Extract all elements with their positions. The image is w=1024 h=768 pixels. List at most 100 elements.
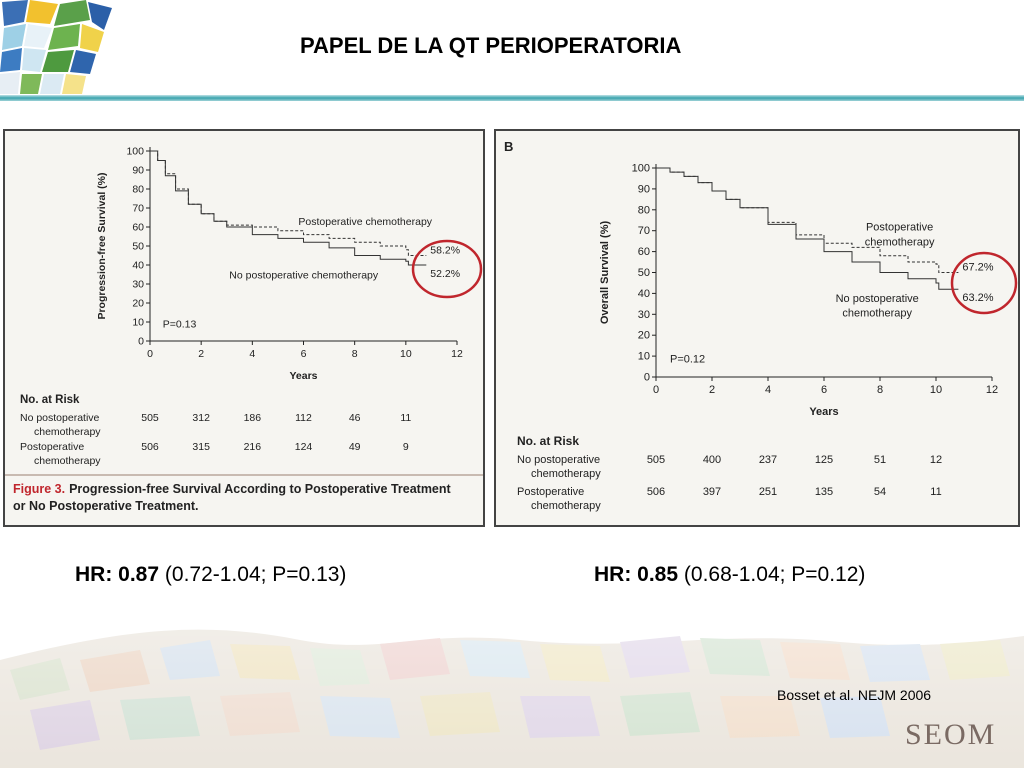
risk-table-cell: 51 xyxy=(874,454,886,466)
risk-row-label: chemotherapy xyxy=(34,455,101,467)
series-line-postoperative xyxy=(656,167,959,273)
risk-table-cell: 11 xyxy=(930,486,941,498)
risk-table-cell: 125 xyxy=(815,454,833,466)
y-tick-label: 100 xyxy=(632,163,650,175)
x-tick-label: 6 xyxy=(301,348,307,360)
risk-row-label: chemotherapy xyxy=(531,468,601,480)
y-tick-label: 50 xyxy=(638,267,650,279)
figure-caption-text: Progression-free Survival According to P… xyxy=(69,482,451,496)
y-tick-label: 100 xyxy=(126,146,144,158)
x-tick-label: 8 xyxy=(877,384,883,396)
risk-table-cell: 12 xyxy=(930,454,942,466)
figure-panel-os: B 0 10 20 30 40 50 60 70 80 90 100 0 2 4 6 8 10 12 Years Ove… xyxy=(494,129,1020,527)
y-tick-label: 70 xyxy=(638,225,650,237)
y-tick-label: 60 xyxy=(638,246,650,258)
y-tick-label: 30 xyxy=(638,309,650,321)
risk-table-cell: 135 xyxy=(815,486,833,498)
risk-table-cell: 312 xyxy=(192,412,210,424)
hazard-ratio-pfs: HR: 0.87 (0.72-1.04; P=0.13) xyxy=(75,563,346,587)
x-tick-label: 2 xyxy=(198,348,204,360)
y-tick-label: 20 xyxy=(132,298,144,310)
y-tick-label: 0 xyxy=(138,336,144,348)
risk-table-cell: 397 xyxy=(703,486,721,498)
risk-table-cell: 124 xyxy=(295,441,313,453)
series-line-no-postoperative xyxy=(150,150,427,266)
hr-label: HR: xyxy=(75,563,113,586)
y-tick-label: 10 xyxy=(638,351,650,363)
y-axis-label: Progression-free Survival (%) xyxy=(96,172,108,319)
y-tick-label: 20 xyxy=(638,330,650,342)
x-tick-label: 2 xyxy=(709,384,715,396)
risk-table-cell: 11 xyxy=(400,412,411,424)
x-tick-label: 12 xyxy=(986,384,998,396)
series-label-no-postoperative: No postoperative chemotherapy xyxy=(229,269,379,281)
p-value: P=0.13 xyxy=(163,319,197,331)
slide-title: PAPEL DE LA QT PERIOPERATORIA xyxy=(300,33,682,58)
series-label-no-postoperative: chemotherapy xyxy=(842,307,912,319)
y-tick-label: 30 xyxy=(132,279,144,291)
risk-table-cell: 112 xyxy=(295,412,312,424)
series-label-no-postoperative: No postoperative xyxy=(836,293,919,305)
y-tick-label: 0 xyxy=(644,372,650,384)
risk-table-cell: 9 xyxy=(403,441,409,453)
x-axis-label: Years xyxy=(809,406,838,418)
risk-table-cell: 315 xyxy=(192,441,210,453)
risk-table-cell: 506 xyxy=(647,486,665,498)
hr-value: 0.85 xyxy=(637,563,679,586)
x-tick-label: 8 xyxy=(352,348,358,360)
risk-row-label: Postoperative xyxy=(20,441,84,453)
x-axis-label: Years xyxy=(289,370,317,382)
title-divider xyxy=(0,95,1024,101)
x-tick-label: 12 xyxy=(451,348,463,360)
hr-label: HR: xyxy=(594,563,632,586)
series-label-postoperative: Postoperative xyxy=(866,222,933,234)
x-tick-label: 10 xyxy=(400,348,412,360)
risk-table-heading: No. at Risk xyxy=(517,434,579,448)
y-tick-label: 90 xyxy=(638,183,650,195)
y-tick-label: 80 xyxy=(638,204,650,216)
risk-table-cell: 49 xyxy=(349,441,361,453)
y-tick-label: 40 xyxy=(132,260,144,272)
figure-caption-line2: or No Postoperative Treatment. xyxy=(13,499,198,513)
y-tick-label: 90 xyxy=(132,165,144,177)
risk-table-cell: 237 xyxy=(759,454,777,466)
x-tick-label: 0 xyxy=(653,384,659,396)
hr-ci: (0.68-1.04; P=0.12) xyxy=(683,563,866,586)
risk-row-label: No postoperative xyxy=(20,412,100,424)
series-line-postoperative xyxy=(150,150,427,256)
y-tick-label: 40 xyxy=(638,288,650,300)
mosaic-footer-decoration xyxy=(0,600,1024,768)
risk-table-cell: 506 xyxy=(141,441,159,453)
mosaic-logo-top xyxy=(0,0,118,95)
y-tick-label: 60 xyxy=(132,222,144,234)
risk-table-cell: 54 xyxy=(874,486,886,498)
y-tick-label: 50 xyxy=(132,241,144,253)
y-axis-label: Overall Survival (%) xyxy=(599,221,611,325)
risk-row-label: No postoperative xyxy=(517,454,600,466)
x-tick-label: 4 xyxy=(249,348,255,360)
y-tick-label: 70 xyxy=(132,203,144,215)
hazard-ratio-os: HR: 0.85 (0.68-1.04; P=0.12) xyxy=(594,563,865,587)
series-label-postoperative: chemotherapy xyxy=(865,236,935,248)
risk-table-cell: 505 xyxy=(141,412,159,424)
x-tick-label: 6 xyxy=(821,384,827,396)
risk-table-cell: 216 xyxy=(244,441,262,453)
y-tick-label: 10 xyxy=(132,317,144,329)
citation: Bosset et al. NEJM 2006 xyxy=(777,687,932,703)
risk-table-cell: 505 xyxy=(647,454,665,466)
hr-value: 0.87 xyxy=(118,563,160,586)
series-line-no-postoperative xyxy=(656,167,959,290)
risk-row-label: Postoperative xyxy=(517,486,584,498)
risk-table-cell: 46 xyxy=(349,412,361,424)
p-value: P=0.12 xyxy=(670,353,705,365)
figure-panel-pfs: 0 10 20 30 40 50 60 70 80 90 100 0 2 4 6 8 10 12 Years Prog… xyxy=(3,129,485,527)
os-chart: B 0 10 20 30 40 50 60 70 80 90 100 0 2 4 6 8 10 12 Years Ove… xyxy=(504,139,1018,512)
risk-table-cell: 400 xyxy=(703,454,721,466)
series-end-label: 58.2% xyxy=(430,245,460,257)
hr-ci: (0.72-1.04; P=0.13) xyxy=(164,563,347,586)
series-end-label: 63.2% xyxy=(962,292,993,304)
series-end-label: 52.2% xyxy=(430,268,460,280)
figure-caption-line1: Figure 3. Progression-free Survival Accor… xyxy=(13,482,452,496)
highlight-circle xyxy=(950,251,1018,315)
